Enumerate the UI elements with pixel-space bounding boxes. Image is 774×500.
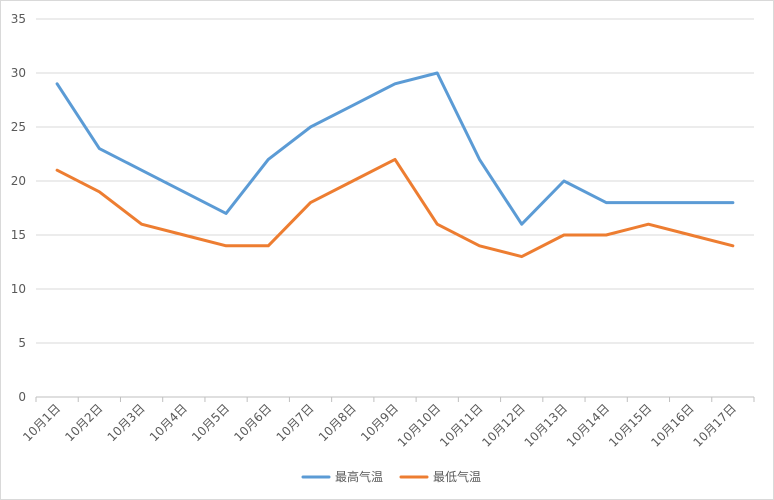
x-tick-label: 10月1日 [20,401,63,444]
x-tick-label: 10月4日 [147,401,190,444]
y-axis: 0 5 10 15 20 25 30 35 [11,12,26,404]
x-tick-label: 10月17日 [691,401,739,449]
series-line-max-temp [55,71,735,226]
x-tick-label: 10月8日 [316,401,359,444]
x-tick-label: 10月14日 [564,401,612,449]
legend-label: 最高气温 [335,469,383,484]
y-tick-label: 10 [11,282,26,296]
x-tick-label: 10月10日 [395,401,443,449]
y-tick-label: 0 [18,390,26,404]
x-tick-label: 10月16日 [648,401,696,449]
series-lines [55,71,735,259]
x-tick-label: 10月6日 [231,401,274,444]
x-tick-label: 10月11日 [437,401,485,449]
y-tick-label: 20 [11,174,26,188]
x-tick-label: 10月9日 [358,401,401,444]
legend-item: 最高气温 [301,469,383,484]
x-tick-label: 10月5日 [189,401,232,444]
x-tick-label: 10月2日 [62,401,105,444]
x-tick-label: 10月3日 [105,401,148,444]
series-line-min-temp [55,157,735,259]
y-tick-label: 15 [11,228,26,242]
gridlines [36,18,754,398]
x-tick-label: 10月15日 [606,401,654,449]
x-tick-label: 10月12日 [479,401,527,449]
legend: 最高气温 最低气温 [301,469,481,484]
legend-item: 最低气温 [399,469,481,484]
y-tick-label: 30 [11,66,26,80]
x-tick-label: 10月7日 [274,401,317,444]
y-tick-label: 25 [11,120,26,134]
y-tick-label: 5 [18,336,26,350]
x-axis: 10月1日 10月2日 10月3日 10月4日 10月5日 10月6日 10月7日 10月8日… [20,396,755,450]
legend-label: 最低气温 [433,469,481,484]
x-tick-label: 10月13日 [522,401,570,449]
y-tick-label: 35 [11,12,26,26]
